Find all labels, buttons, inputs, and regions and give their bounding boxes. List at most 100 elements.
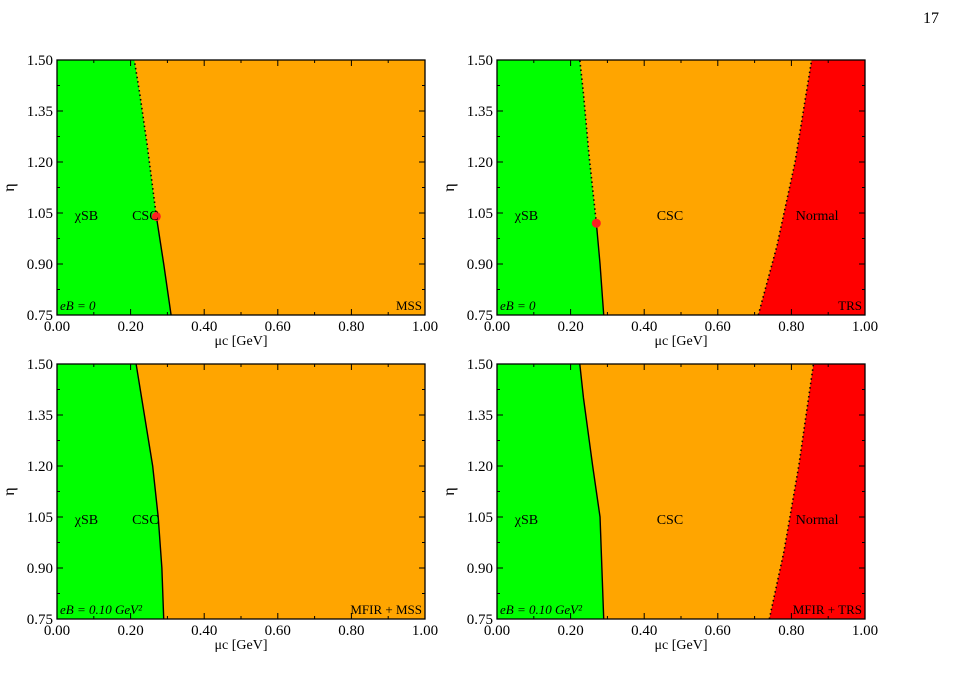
- y-tick-label: 1.20: [467, 155, 493, 171]
- region-label-csc: CSC: [657, 513, 683, 528]
- region-label-chiral: χSB: [74, 513, 98, 528]
- y-tick-label: 0.75: [467, 308, 493, 324]
- y-axis-label: η: [1, 183, 18, 191]
- critical-point-marker: [151, 211, 161, 221]
- x-tick-label: 0.00: [44, 319, 70, 335]
- x-tick-label: 0.40: [631, 623, 657, 639]
- y-tick-label: 1.05: [467, 206, 493, 222]
- y-tick-label: 0.75: [27, 308, 53, 324]
- panel-4: 0.00 0.20 0.40 0.60 0.80 1.00 0.75 0.90 1.05 1.20…: [441, 357, 878, 653]
- x-tick-label: 0.80: [778, 319, 804, 335]
- x-tick-label: 0.60: [265, 623, 291, 639]
- region-chiral-fill: [497, 60, 604, 315]
- y-tick-label: 0.90: [27, 561, 53, 577]
- region-normal-fill: [769, 364, 865, 619]
- y-axis-label: η: [441, 487, 458, 495]
- critical-point-marker: [591, 218, 601, 228]
- x-tick-label: 0.80: [338, 623, 364, 639]
- panel-model-label: TRS: [838, 298, 862, 313]
- region-label-chiral: χSB: [514, 513, 538, 528]
- region-chiral-fill: [57, 60, 172, 315]
- phase-boundary-1: [595, 223, 605, 315]
- y-tick-label: 1.20: [27, 459, 53, 475]
- y-tick-label: 1.50: [467, 357, 493, 373]
- y-tick-label: 1.35: [27, 104, 53, 120]
- y-tick-label: 1.35: [467, 408, 493, 424]
- phase-boundary-2: [133, 60, 158, 217]
- x-tick-label: 0.60: [705, 623, 731, 639]
- region-label-csc: CSC: [132, 209, 158, 224]
- field-strength-label: eB = 0.10 GeV²: [500, 602, 583, 617]
- region-label-normal: Normal: [796, 513, 839, 528]
- x-tick-label: 0.20: [557, 319, 583, 335]
- x-tick-label: 1.00: [412, 319, 438, 335]
- y-tick-label: 0.90: [467, 561, 493, 577]
- phase-boundary-2: [768, 364, 815, 619]
- panel-1: 0.00 0.20 0.40 0.60 0.80 1.00 0.75 0.90 1.05 1.20…: [1, 53, 438, 349]
- x-tick-label: 0.20: [117, 623, 143, 639]
- x-tick-label: 0.60: [705, 319, 731, 335]
- x-tick-label: 0.00: [484, 319, 510, 335]
- panel-3: 0.00 0.20 0.40 0.60 0.80 1.00 0.75 0.90 1.05 1.20…: [1, 357, 438, 653]
- x-tick-label: 0.60: [265, 319, 291, 335]
- field-strength-label: eB = 0: [60, 298, 96, 313]
- y-axis-label: η: [441, 183, 458, 191]
- panel-model-label: MFIR + MSS: [350, 602, 422, 617]
- field-strength-label: eB = 0: [500, 298, 536, 313]
- y-tick-label: 0.90: [467, 257, 493, 273]
- phase-boundary-1: [579, 364, 605, 619]
- y-tick-label: 1.35: [27, 408, 53, 424]
- y-tick-label: 1.20: [467, 459, 493, 475]
- x-tick-label: 0.00: [484, 623, 510, 639]
- x-tick-label: 0.20: [557, 623, 583, 639]
- x-tick-label: 0.40: [191, 319, 217, 335]
- panel-plot-area: [57, 364, 425, 619]
- y-tick-label: 1.20: [27, 155, 53, 171]
- phase-boundary-3: [757, 60, 813, 315]
- x-tick-label: 1.00: [852, 319, 878, 335]
- region-label-csc: CSC: [657, 209, 683, 224]
- x-tick-label: 1.00: [852, 623, 878, 639]
- region-label-csc: CSC: [132, 513, 158, 528]
- x-axis-label: μc [GeV]: [215, 638, 268, 653]
- x-axis-label: μc [GeV]: [655, 334, 708, 349]
- panel-model-label: MFIR + TRS: [793, 602, 862, 617]
- y-tick-label: 0.90: [27, 257, 53, 273]
- y-tick-label: 0.75: [467, 612, 493, 628]
- panel-2: 0.00 0.20 0.40 0.60 0.80 1.00 0.75 0.90 1.05 1.20…: [441, 53, 878, 349]
- x-tick-label: 0.00: [44, 623, 70, 639]
- x-axis-label: μc [GeV]: [655, 638, 708, 653]
- y-tick-label: 1.50: [27, 357, 53, 373]
- region-chiral-fill: [57, 364, 164, 619]
- region-label-chiral: χSB: [514, 209, 538, 224]
- y-tick-label: 1.05: [27, 510, 53, 526]
- x-tick-label: 0.40: [631, 319, 657, 335]
- y-tick-label: 1.50: [467, 53, 493, 69]
- phase-boundary-1: [135, 364, 165, 619]
- y-tick-label: 0.75: [27, 612, 53, 628]
- x-tick-label: 1.00: [412, 623, 438, 639]
- x-tick-label: 0.80: [778, 623, 804, 639]
- field-strength-label: eB = 0.10 GeV²: [60, 602, 143, 617]
- y-tick-label: 1.05: [27, 206, 53, 222]
- x-tick-label: 0.20: [117, 319, 143, 335]
- x-tick-label: 0.40: [191, 623, 217, 639]
- page-number: 17: [923, 10, 939, 27]
- x-tick-label: 0.80: [338, 319, 364, 335]
- y-tick-label: 1.35: [467, 104, 493, 120]
- region-normal-fill: [758, 60, 865, 315]
- y-tick-label: 1.50: [27, 53, 53, 69]
- panel-plot-area: [57, 60, 425, 315]
- phase-boundary-1: [155, 216, 172, 315]
- x-axis-label: μc [GeV]: [215, 334, 268, 349]
- region-label-chiral: χSB: [74, 209, 98, 224]
- y-axis-label: η: [1, 487, 18, 495]
- y-tick-label: 1.05: [467, 510, 493, 526]
- panel-plot-area: [497, 364, 865, 619]
- phase-boundary-2: [579, 60, 598, 224]
- panel-model-label: MSS: [396, 298, 422, 313]
- region-label-normal: Normal: [796, 209, 839, 224]
- region-chiral-fill: [497, 364, 604, 619]
- panel-plot-area: [497, 60, 865, 315]
